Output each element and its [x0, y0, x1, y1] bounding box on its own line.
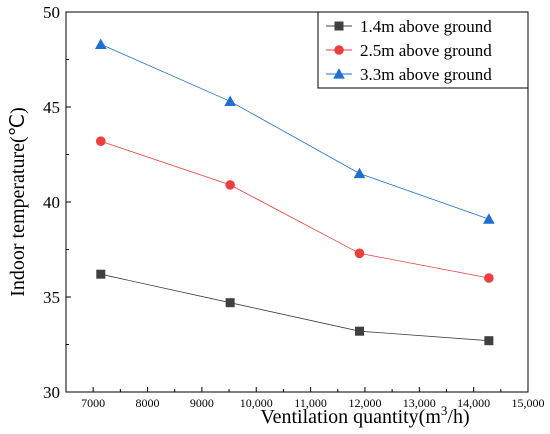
y-tick-label: 30 — [43, 383, 60, 402]
y-axis-title: Indoor temperature(℃) — [7, 107, 29, 297]
series-2 — [95, 136, 494, 283]
legend-box — [317, 11, 529, 89]
y-tick-label: 45 — [43, 98, 60, 117]
y-axis-ticks: 30 35 40 45 50 — [43, 3, 71, 402]
x-tick-label: 13,000 — [403, 396, 436, 410]
series-layer — [94, 38, 495, 346]
x-axis-ticks: 7000 8000 9000 10,000 11,000 12,000 13,000 14,0… — [65, 387, 545, 410]
x-tick-label: 14,000 — [457, 396, 490, 410]
data-point — [354, 248, 365, 259]
data-point — [484, 273, 494, 283]
x-axis-title: Ventilation quantity(m3/h) — [260, 403, 469, 428]
legend-item: 3.3m above ground — [326, 65, 492, 84]
legend-marker — [333, 68, 345, 79]
legend: 1.4m above ground 2.5m above ground 3.3m a… — [317, 11, 529, 89]
series-line — [100, 273, 489, 342]
series-1 — [96, 269, 494, 346]
data-point — [95, 136, 106, 146]
data-point — [225, 298, 235, 308]
y-tick-label: 40 — [43, 193, 60, 212]
series-3 — [94, 38, 495, 224]
legend-item: 1.4m above ground — [326, 17, 492, 36]
data-point — [224, 95, 236, 106]
x-tick-label: 12,000 — [348, 396, 381, 410]
x-tick-label: 11,000 — [294, 396, 327, 410]
data-point — [484, 336, 494, 346]
series-line — [100, 140, 489, 279]
x-tick-label: 9000 — [190, 396, 214, 410]
legend-marker — [334, 21, 344, 31]
legend-label: 3.3m above ground — [360, 65, 492, 84]
legend-label: 2.5m above ground — [360, 41, 492, 60]
series-line — [100, 43, 489, 220]
x-tick-label: 7000 — [81, 396, 105, 410]
y-tick-label: 50 — [43, 3, 60, 22]
x-tick-label: 8000 — [136, 396, 160, 410]
data-point — [355, 326, 365, 336]
x-tick-label: 10,000 — [240, 396, 273, 410]
y-tick-label: 35 — [43, 288, 60, 307]
data-point — [483, 213, 495, 224]
legend-item: 2.5m above ground — [326, 41, 492, 60]
data-point — [225, 180, 235, 190]
data-point — [353, 167, 366, 179]
data-point — [94, 38, 107, 49]
legend-label: 1.4m above ground — [360, 17, 492, 36]
legend-marker — [334, 45, 344, 55]
data-point — [96, 269, 106, 279]
x-tick-label: 15,000 — [512, 396, 545, 410]
